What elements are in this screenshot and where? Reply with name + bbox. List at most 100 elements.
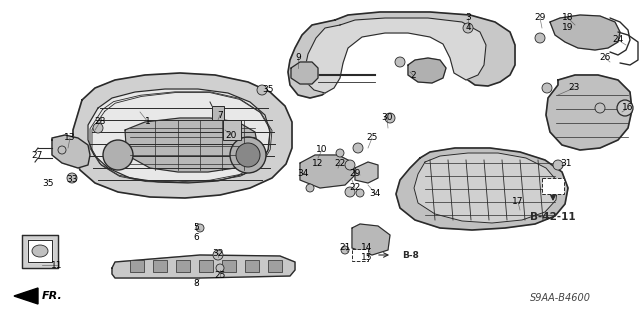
- Text: 21: 21: [339, 243, 351, 253]
- Text: 33: 33: [67, 175, 77, 184]
- Polygon shape: [352, 224, 390, 255]
- Bar: [268, 260, 282, 272]
- Polygon shape: [550, 15, 620, 50]
- Polygon shape: [305, 18, 486, 93]
- Text: 34: 34: [298, 168, 308, 177]
- Text: 17: 17: [512, 197, 524, 206]
- Circle shape: [463, 23, 473, 33]
- Polygon shape: [546, 75, 632, 150]
- Text: 25: 25: [214, 271, 226, 280]
- Text: 16: 16: [622, 103, 634, 113]
- Bar: [176, 260, 190, 272]
- Circle shape: [617, 100, 633, 116]
- Text: 12: 12: [312, 159, 324, 167]
- Text: 22: 22: [349, 183, 360, 192]
- Text: 27: 27: [31, 151, 43, 160]
- Text: 2: 2: [410, 70, 416, 79]
- Bar: [542, 178, 564, 194]
- Bar: [352, 249, 368, 261]
- Bar: [130, 260, 144, 272]
- Bar: [223, 120, 241, 140]
- Circle shape: [353, 143, 363, 153]
- Bar: [222, 260, 236, 272]
- Circle shape: [196, 224, 204, 232]
- Ellipse shape: [32, 245, 48, 257]
- Bar: [153, 260, 167, 272]
- Text: 14: 14: [362, 243, 372, 253]
- Bar: [199, 260, 213, 272]
- Circle shape: [535, 33, 545, 43]
- Text: B-42-11: B-42-11: [530, 212, 576, 222]
- FancyArrowPatch shape: [379, 253, 388, 257]
- Polygon shape: [88, 89, 270, 183]
- Circle shape: [345, 160, 355, 170]
- Circle shape: [216, 264, 224, 272]
- Text: 8: 8: [193, 279, 199, 288]
- Text: 32: 32: [212, 249, 224, 257]
- Circle shape: [341, 246, 349, 254]
- Text: 5: 5: [193, 224, 199, 233]
- Bar: [212, 106, 224, 120]
- Polygon shape: [22, 235, 58, 268]
- Text: 30: 30: [381, 114, 393, 122]
- Circle shape: [257, 85, 267, 95]
- Text: 1: 1: [145, 117, 151, 127]
- Text: 19: 19: [563, 24, 573, 33]
- Text: 10: 10: [316, 145, 328, 154]
- Polygon shape: [291, 62, 318, 84]
- Circle shape: [58, 146, 66, 154]
- Circle shape: [345, 187, 355, 197]
- Text: 35: 35: [42, 179, 54, 188]
- Text: 11: 11: [51, 261, 63, 270]
- Circle shape: [356, 189, 364, 197]
- Text: 29: 29: [534, 13, 546, 23]
- Text: 4: 4: [465, 24, 471, 33]
- Polygon shape: [52, 135, 90, 168]
- Text: 18: 18: [563, 13, 573, 23]
- Polygon shape: [408, 58, 446, 83]
- Polygon shape: [396, 148, 568, 230]
- Circle shape: [395, 57, 405, 67]
- Polygon shape: [112, 255, 295, 278]
- Text: S9AA-B4600: S9AA-B4600: [529, 293, 591, 303]
- Text: 3: 3: [465, 13, 471, 23]
- Text: 6: 6: [193, 234, 199, 242]
- Text: 23: 23: [568, 84, 580, 93]
- Polygon shape: [414, 153, 558, 223]
- Text: 13: 13: [64, 133, 76, 143]
- Circle shape: [236, 143, 260, 167]
- Text: 29: 29: [349, 168, 361, 177]
- Text: B-8: B-8: [402, 250, 419, 259]
- Polygon shape: [14, 288, 38, 304]
- Circle shape: [306, 184, 314, 192]
- Polygon shape: [125, 118, 258, 172]
- Text: FR.: FR.: [42, 291, 63, 301]
- Circle shape: [230, 137, 266, 173]
- Polygon shape: [355, 162, 378, 183]
- Circle shape: [553, 160, 563, 170]
- Circle shape: [213, 250, 223, 260]
- Text: 24: 24: [612, 35, 623, 44]
- Text: 31: 31: [560, 159, 572, 167]
- Circle shape: [385, 113, 395, 123]
- Circle shape: [542, 83, 552, 93]
- Text: 22: 22: [334, 159, 346, 167]
- Text: 26: 26: [599, 54, 611, 63]
- Text: 34: 34: [369, 189, 381, 197]
- Circle shape: [595, 103, 605, 113]
- Polygon shape: [28, 240, 52, 262]
- Text: 25: 25: [366, 133, 378, 143]
- Circle shape: [336, 149, 344, 157]
- Circle shape: [93, 123, 103, 133]
- Polygon shape: [288, 12, 515, 98]
- Text: 7: 7: [217, 110, 223, 120]
- Circle shape: [67, 173, 77, 183]
- Text: 28: 28: [94, 117, 106, 127]
- Text: 9: 9: [295, 54, 301, 63]
- Text: 35: 35: [262, 85, 274, 94]
- Polygon shape: [73, 73, 292, 198]
- Bar: [245, 260, 259, 272]
- Circle shape: [103, 140, 133, 170]
- Text: 20: 20: [225, 130, 237, 139]
- Text: 15: 15: [361, 254, 372, 263]
